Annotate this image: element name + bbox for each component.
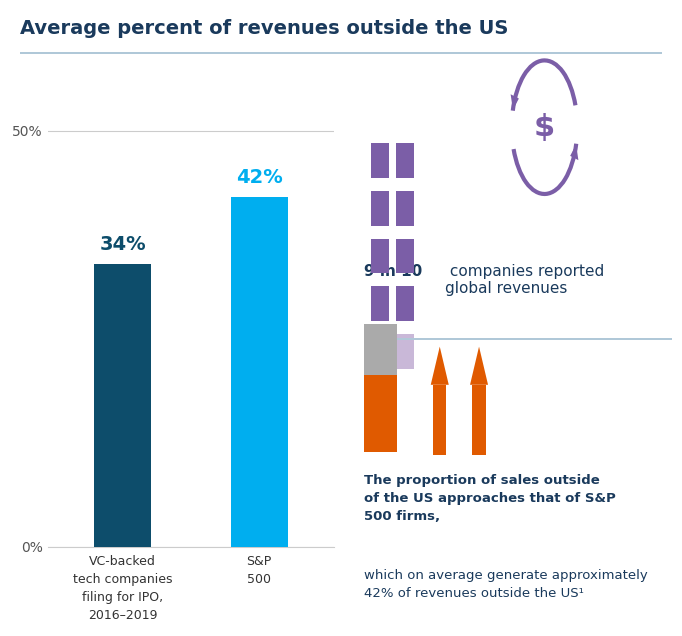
- Text: 34%: 34%: [100, 235, 146, 254]
- Bar: [396, 238, 413, 273]
- Bar: [364, 375, 397, 452]
- Bar: [396, 334, 413, 369]
- Bar: [94, 264, 151, 547]
- Bar: [396, 143, 413, 178]
- Bar: [371, 286, 389, 321]
- Bar: [231, 197, 288, 547]
- Polygon shape: [511, 94, 519, 110]
- Polygon shape: [431, 347, 449, 385]
- Bar: [364, 338, 672, 340]
- Text: 42%: 42%: [236, 169, 282, 187]
- Bar: [396, 286, 413, 321]
- Text: Average percent of revenues outside the US: Average percent of revenues outside the …: [20, 19, 509, 38]
- Bar: [371, 143, 389, 178]
- Bar: [371, 191, 389, 226]
- Bar: [364, 324, 397, 375]
- Text: $: $: [534, 113, 555, 142]
- Text: companies reported
global revenues: companies reported global revenues: [445, 264, 604, 296]
- Polygon shape: [470, 347, 488, 385]
- Text: The proportion of sales outside
of the US approaches that of S&P
500 firms,: The proportion of sales outside of the U…: [364, 474, 617, 523]
- Polygon shape: [570, 144, 578, 160]
- Bar: [433, 385, 446, 455]
- Text: 9 in 10: 9 in 10: [364, 264, 423, 279]
- Bar: [371, 238, 389, 273]
- Bar: [371, 334, 389, 369]
- Text: which on average generate approximately
42% of revenues outside the US¹: which on average generate approximately …: [364, 569, 648, 600]
- Bar: [473, 385, 486, 455]
- Bar: [396, 191, 413, 226]
